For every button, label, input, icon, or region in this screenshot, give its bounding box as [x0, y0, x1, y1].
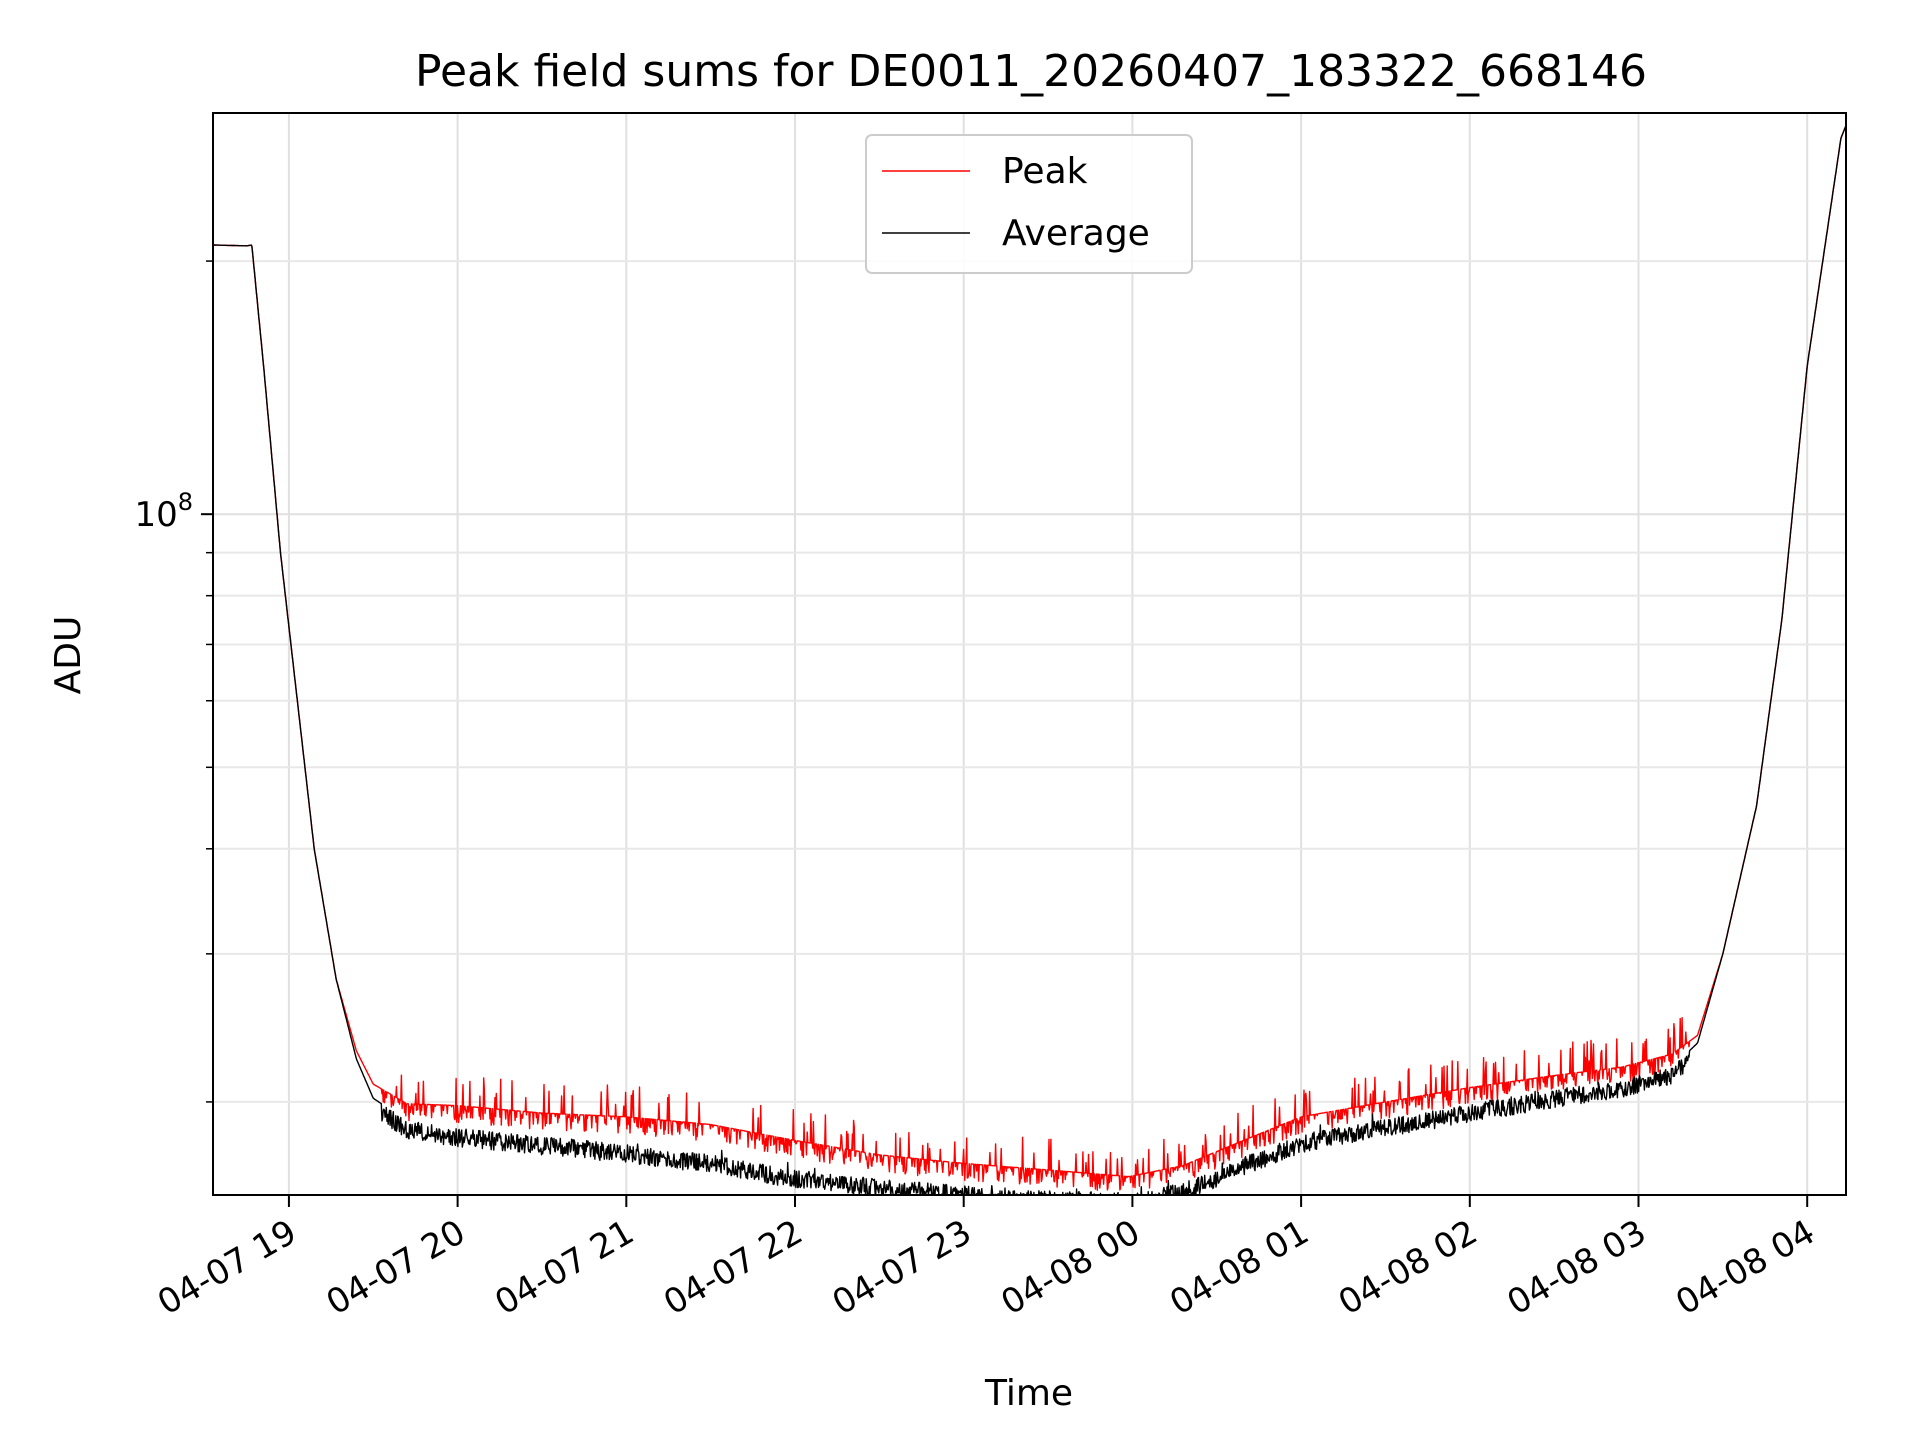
legend-label-average: Average [1002, 213, 1150, 254]
series-line-peak [213, 125, 1846, 1191]
y-tick-label: 108 [134, 488, 193, 535]
x-axis-label: Time [984, 1373, 1073, 1414]
plot-frame [212, 112, 1847, 1196]
series-line-average [213, 125, 1846, 1195]
legend-box [865, 134, 1193, 274]
chart-title: Peak field sums for DE0011_20260407_1833… [415, 46, 1647, 97]
y-axis-label: ADU [48, 616, 89, 695]
series-layer [213, 125, 1846, 1195]
legend-label-peak: Peak [1002, 151, 1088, 192]
legend: Peak Average [865, 134, 1193, 274]
